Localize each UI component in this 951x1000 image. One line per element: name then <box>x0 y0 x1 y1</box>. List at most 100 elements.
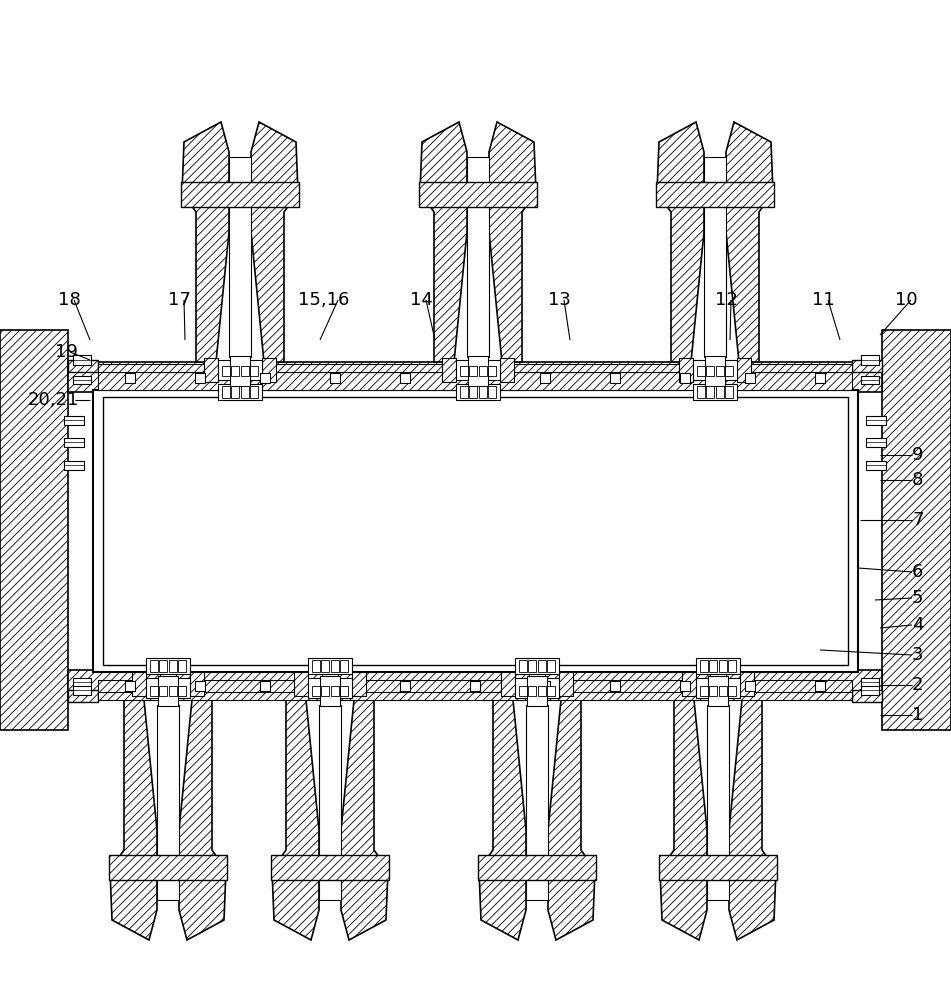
Bar <box>707 359 723 397</box>
Bar <box>132 672 146 696</box>
Bar <box>540 681 550 691</box>
Bar <box>716 366 724 376</box>
Bar <box>260 373 270 383</box>
Bar <box>469 366 477 376</box>
Bar <box>68 360 98 372</box>
Bar <box>526 705 548 900</box>
Bar <box>679 358 693 382</box>
Bar <box>468 356 488 386</box>
Polygon shape <box>420 122 467 362</box>
Text: 4: 4 <box>912 616 923 634</box>
Polygon shape <box>272 700 319 940</box>
Bar <box>656 182 774 207</box>
Bar <box>456 360 500 380</box>
Bar <box>737 358 751 382</box>
Bar <box>146 678 190 698</box>
Bar <box>696 658 740 674</box>
Bar <box>861 376 879 384</box>
Polygon shape <box>657 122 704 362</box>
Bar <box>610 373 620 383</box>
Bar <box>528 660 536 672</box>
Bar <box>470 359 486 397</box>
Bar <box>519 660 527 672</box>
Bar <box>547 660 555 672</box>
Bar <box>866 416 886 424</box>
Bar <box>538 660 546 672</box>
Bar <box>559 672 573 696</box>
Bar <box>501 672 515 696</box>
Bar <box>479 366 487 376</box>
Bar <box>68 362 882 392</box>
Bar <box>515 678 559 698</box>
Bar <box>321 686 329 696</box>
Bar <box>680 681 690 691</box>
Bar <box>218 360 262 380</box>
Polygon shape <box>660 700 707 940</box>
Bar <box>262 358 276 382</box>
Polygon shape <box>182 122 229 362</box>
Bar <box>700 660 708 672</box>
Bar <box>866 460 886 470</box>
Bar <box>707 705 729 900</box>
Bar <box>852 360 882 372</box>
Bar <box>98 692 852 700</box>
Bar <box>195 373 205 383</box>
Bar <box>159 660 167 672</box>
Bar <box>479 386 487 398</box>
Bar <box>98 364 852 372</box>
Bar <box>728 686 736 696</box>
Bar <box>146 658 190 674</box>
Bar <box>308 658 352 674</box>
Bar <box>460 386 468 398</box>
Text: 5: 5 <box>912 589 923 607</box>
Bar <box>308 678 352 698</box>
Bar <box>160 665 176 700</box>
Bar <box>659 855 777 880</box>
Bar <box>241 386 249 398</box>
Bar <box>400 681 410 691</box>
Bar <box>321 660 329 672</box>
Bar <box>488 366 496 376</box>
Bar <box>330 373 340 383</box>
Bar <box>705 356 725 386</box>
Bar <box>696 678 740 698</box>
Bar <box>529 665 545 700</box>
Bar <box>710 665 726 700</box>
Bar <box>852 690 882 702</box>
Bar <box>331 686 339 696</box>
Bar <box>610 681 620 691</box>
Bar <box>73 355 91 365</box>
Bar <box>231 366 239 376</box>
Bar <box>682 672 696 696</box>
Bar <box>456 384 500 400</box>
Bar <box>73 678 91 686</box>
Bar <box>740 672 754 696</box>
Bar <box>0 330 68 730</box>
Polygon shape <box>179 700 226 940</box>
Bar <box>882 330 951 730</box>
Bar <box>64 416 84 424</box>
Text: 13: 13 <box>548 291 571 309</box>
Bar <box>98 372 852 390</box>
Bar <box>709 660 717 672</box>
Bar <box>697 386 705 398</box>
Text: 2: 2 <box>912 676 923 694</box>
Bar <box>68 690 98 702</box>
Bar <box>704 157 726 357</box>
Bar <box>322 665 338 700</box>
Text: 9: 9 <box>912 446 923 464</box>
Text: 8: 8 <box>912 471 923 489</box>
Bar <box>693 360 737 380</box>
Bar <box>719 660 727 672</box>
Bar <box>222 386 230 398</box>
Text: 11: 11 <box>812 291 835 309</box>
Bar <box>540 373 550 383</box>
Bar <box>241 366 249 376</box>
Bar <box>103 397 848 665</box>
Bar <box>312 686 320 696</box>
Text: 3: 3 <box>912 646 923 664</box>
Bar <box>330 681 340 691</box>
Bar <box>271 855 389 880</box>
Polygon shape <box>251 122 298 362</box>
Bar <box>178 686 186 696</box>
